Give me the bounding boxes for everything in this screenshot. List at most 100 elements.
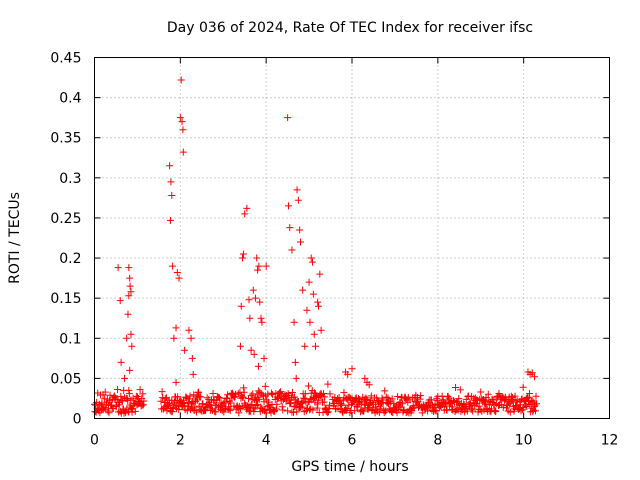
data-point <box>528 397 536 405</box>
data-point <box>183 407 191 415</box>
data-point <box>243 204 251 212</box>
data-point <box>424 407 432 415</box>
data-point <box>305 278 313 286</box>
data-point <box>320 398 328 406</box>
data-point <box>445 394 453 402</box>
data-point <box>125 264 133 272</box>
data-point <box>526 390 534 398</box>
data-point <box>240 388 248 396</box>
data-point <box>227 399 235 407</box>
data-point <box>309 406 317 414</box>
data-point <box>136 386 144 394</box>
data-point <box>511 392 519 400</box>
data-point <box>245 296 253 304</box>
data-point <box>297 238 304 246</box>
data-point <box>284 202 292 210</box>
data-point <box>139 390 147 398</box>
data-point <box>432 407 440 415</box>
data-point <box>247 346 255 354</box>
data-point <box>284 114 292 122</box>
data-point <box>455 395 463 403</box>
data-point <box>337 400 345 408</box>
data-point <box>106 397 114 405</box>
data-point <box>254 266 262 274</box>
data-point <box>293 186 301 194</box>
data-point <box>384 394 392 402</box>
data-point <box>172 378 180 386</box>
data-point <box>286 400 294 408</box>
data-point <box>495 389 503 397</box>
data-point <box>255 262 263 270</box>
y-tick-label: 0.25 <box>50 211 81 227</box>
data-point <box>215 394 223 402</box>
data-point <box>456 386 464 394</box>
data-point <box>531 401 539 409</box>
data-point <box>239 254 247 262</box>
data-point <box>225 405 233 413</box>
data-point <box>500 396 508 404</box>
data-point <box>356 398 364 406</box>
data-point <box>105 409 113 417</box>
data-point <box>301 342 309 350</box>
data-point <box>475 402 483 410</box>
data-point <box>181 402 189 410</box>
data-point <box>197 393 205 401</box>
data-point <box>174 393 182 401</box>
data-point <box>316 270 324 278</box>
data-point <box>528 369 536 377</box>
data-point <box>288 389 296 397</box>
data-point <box>524 393 532 401</box>
data-point <box>111 394 119 402</box>
data-point <box>296 226 304 234</box>
data-point <box>264 390 272 398</box>
data-point <box>215 394 223 402</box>
data-point <box>291 358 299 366</box>
data-point <box>380 409 388 417</box>
data-point <box>188 354 196 362</box>
data-point <box>260 354 268 362</box>
data-point <box>220 408 228 416</box>
data-point <box>297 400 305 408</box>
data-point <box>366 400 374 408</box>
data-point <box>114 386 122 393</box>
data-point <box>124 310 132 318</box>
data-point <box>372 403 380 411</box>
data-point <box>303 306 311 314</box>
y-tick-label: 0.3 <box>59 171 81 187</box>
data-point <box>125 390 133 398</box>
data-point <box>212 408 220 416</box>
data-point <box>533 400 541 408</box>
data-point <box>99 404 107 412</box>
data-point <box>398 400 406 408</box>
data-point <box>255 396 263 404</box>
data-point <box>343 405 351 413</box>
y-tick-label: 0.15 <box>50 291 81 307</box>
data-point <box>228 389 236 397</box>
data-point <box>278 403 286 411</box>
x-tick-label: 4 <box>262 433 271 449</box>
data-point <box>179 126 187 134</box>
data-point <box>431 400 439 408</box>
data-point <box>166 216 174 224</box>
data-point <box>167 178 175 186</box>
data-point <box>179 148 187 156</box>
data-point <box>418 409 426 417</box>
chart-title: Day 036 of 2024, Rate Of TEC Index for r… <box>167 20 533 36</box>
y-tick-label: 0.45 <box>50 51 81 67</box>
data-point <box>381 387 389 395</box>
data-point <box>126 366 134 374</box>
data-point <box>126 274 134 282</box>
data-point <box>314 396 322 404</box>
data-point <box>324 380 332 388</box>
data-point <box>448 403 456 411</box>
data-point <box>516 401 524 409</box>
data-point <box>203 394 211 402</box>
data-point <box>268 389 276 397</box>
data-point <box>325 405 333 413</box>
data-point <box>168 191 176 199</box>
data-point <box>258 318 266 326</box>
data-point <box>314 298 322 306</box>
data-point <box>246 402 254 410</box>
data-point <box>427 396 435 404</box>
